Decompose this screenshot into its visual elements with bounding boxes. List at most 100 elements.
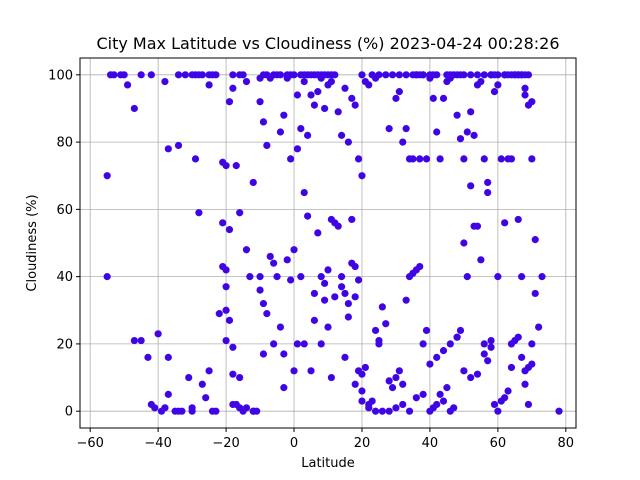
data-point bbox=[188, 407, 196, 415]
data-point bbox=[110, 71, 118, 79]
data-point bbox=[103, 273, 111, 281]
data-point bbox=[242, 246, 251, 254]
data-point bbox=[256, 286, 264, 294]
data-point bbox=[195, 209, 203, 217]
data-point bbox=[490, 88, 499, 96]
data-point bbox=[365, 81, 373, 89]
data-point bbox=[202, 394, 210, 402]
data-point bbox=[460, 155, 468, 163]
data-point bbox=[341, 353, 349, 361]
data-point bbox=[518, 71, 526, 79]
y-tick-label: 80 bbox=[56, 136, 73, 151]
data-point bbox=[501, 394, 509, 402]
data-point bbox=[256, 74, 264, 82]
data-point bbox=[538, 273, 546, 281]
data-point bbox=[446, 340, 454, 348]
x-tick-label: 40 bbox=[422, 436, 439, 451]
data-point bbox=[439, 94, 448, 102]
data-point bbox=[280, 350, 288, 358]
data-point bbox=[358, 71, 366, 79]
data-point bbox=[341, 84, 349, 92]
data-point bbox=[256, 273, 264, 281]
data-point bbox=[317, 74, 325, 82]
data-point bbox=[487, 336, 495, 345]
data-point bbox=[433, 128, 441, 136]
data-point bbox=[287, 155, 295, 163]
data-point bbox=[385, 407, 393, 415]
data-point bbox=[484, 178, 492, 187]
data-point bbox=[130, 104, 138, 113]
data-point bbox=[351, 101, 359, 109]
data-point bbox=[232, 162, 240, 170]
data-point bbox=[412, 394, 420, 402]
data-point bbox=[535, 323, 543, 331]
data-point bbox=[402, 71, 410, 79]
data-point bbox=[205, 367, 213, 375]
data-point bbox=[392, 404, 400, 412]
data-point bbox=[164, 145, 172, 153]
data-point bbox=[300, 188, 308, 197]
data-point bbox=[310, 316, 319, 324]
data-point bbox=[222, 266, 230, 274]
data-point bbox=[297, 125, 305, 133]
data-point bbox=[215, 310, 223, 318]
data-point bbox=[290, 367, 298, 375]
data-point bbox=[409, 155, 417, 163]
data-point bbox=[161, 77, 169, 86]
data-point bbox=[242, 404, 251, 412]
data-point bbox=[531, 289, 539, 298]
data-point bbox=[212, 71, 220, 79]
data-point bbox=[378, 303, 386, 311]
data-point bbox=[460, 71, 468, 79]
data-point bbox=[439, 347, 448, 355]
data-point bbox=[304, 212, 312, 220]
data-point bbox=[433, 353, 441, 361]
data-point bbox=[480, 350, 488, 358]
data-point bbox=[524, 71, 533, 79]
data-point bbox=[164, 390, 172, 398]
data-point bbox=[130, 336, 138, 345]
data-point bbox=[259, 299, 268, 308]
data-point bbox=[259, 118, 268, 126]
data-point bbox=[290, 246, 298, 254]
data-point bbox=[484, 357, 492, 365]
data-point bbox=[490, 400, 499, 409]
data-point bbox=[236, 209, 244, 217]
data-point bbox=[344, 299, 352, 308]
data-point bbox=[225, 98, 234, 106]
data-point bbox=[123, 81, 132, 89]
data-point bbox=[395, 71, 403, 79]
data-point bbox=[501, 219, 509, 227]
data-point bbox=[144, 353, 152, 361]
data-point bbox=[528, 155, 536, 163]
data-point bbox=[358, 172, 366, 180]
data-point bbox=[249, 178, 257, 187]
data-point bbox=[263, 310, 271, 318]
data-point bbox=[480, 71, 488, 79]
data-point bbox=[222, 336, 230, 345]
data-point bbox=[484, 188, 492, 197]
data-point bbox=[426, 74, 434, 82]
data-point bbox=[507, 363, 516, 372]
data-point bbox=[456, 135, 465, 143]
data-point bbox=[507, 155, 516, 163]
data-point bbox=[518, 273, 526, 281]
data-point bbox=[310, 101, 319, 109]
data-point bbox=[419, 340, 427, 348]
data-point bbox=[229, 370, 237, 378]
data-point bbox=[354, 155, 363, 163]
data-point bbox=[436, 155, 444, 163]
data-point bbox=[174, 141, 183, 150]
data-point bbox=[419, 71, 427, 79]
y-tick-label: 20 bbox=[56, 337, 73, 352]
data-point bbox=[222, 306, 230, 314]
data-point bbox=[477, 77, 485, 86]
x-tick-label: −60 bbox=[76, 436, 103, 451]
data-point bbox=[524, 400, 533, 409]
data-point bbox=[402, 296, 410, 304]
x-axis-label: Latitude bbox=[301, 456, 355, 471]
data-point bbox=[399, 138, 407, 146]
data-point bbox=[229, 343, 237, 351]
data-point bbox=[501, 71, 509, 79]
data-point bbox=[382, 71, 390, 79]
